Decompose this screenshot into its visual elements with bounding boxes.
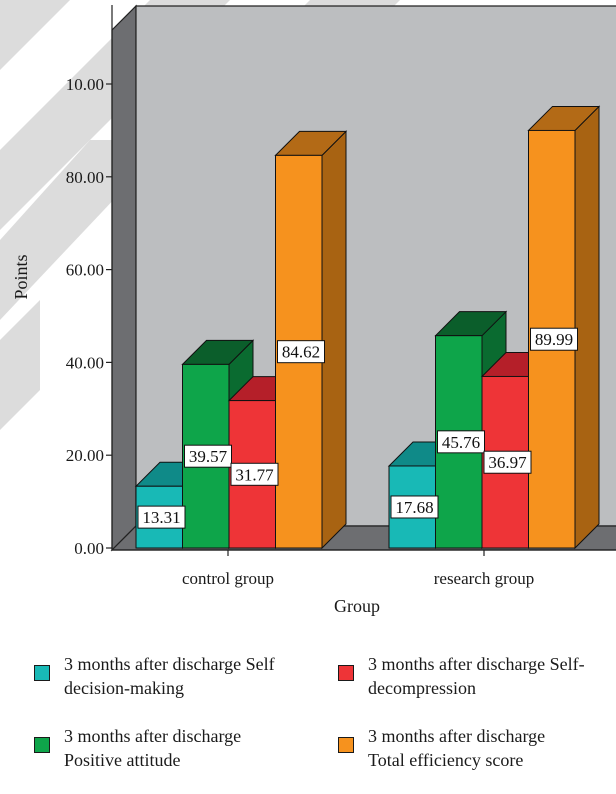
legend-swatch (338, 665, 354, 681)
data-label: 45.76 (437, 430, 485, 454)
data-label-box (437, 430, 485, 454)
legend-swatch (338, 737, 354, 753)
bar (274, 130, 348, 550)
bar-side-face (574, 105, 600, 550)
legend-item-self-decision-making: 3 months after discharge Self decision-m… (34, 652, 275, 700)
legend-label-line: decision-making (64, 678, 184, 698)
data-label-text: 39.57 (189, 447, 228, 466)
x-axis-title: Group (334, 596, 380, 616)
y-tick-label: 40.00 (66, 353, 104, 372)
data-label: 89.99 (530, 327, 578, 351)
data-label-box (137, 505, 186, 529)
data-label-text: 13.31 (142, 508, 180, 527)
data-label-text: 84.62 (282, 343, 320, 362)
data-label: 36.97 (483, 450, 532, 474)
y-axis-ticks: 0.00 20.00 40.00 60.00 80.00 10.00 (66, 75, 112, 558)
legend-label-line: decompression (368, 678, 476, 698)
legend-label-line: Total efficiency score (368, 750, 524, 770)
x-tick-label: control group (182, 569, 274, 588)
data-label: 17.68 (390, 495, 439, 519)
legend-swatch (34, 665, 50, 681)
data-label: 39.57 (184, 444, 232, 468)
legend-label-line: 3 months after discharge Self- (368, 654, 585, 674)
legend-label-line: 3 months after discharge (368, 726, 546, 746)
data-label-box (530, 327, 578, 351)
left-side-wall (111, 4, 137, 552)
bar-side-face (321, 130, 347, 550)
data-label-box (277, 340, 325, 364)
data-label-text: 17.68 (395, 498, 433, 517)
y-tick-label: 80.00 (66, 168, 104, 187)
data-label-text: 89.99 (535, 330, 573, 349)
y-tick-label: 20.00 (66, 446, 104, 465)
legend: 3 months after discharge Self decision-m… (0, 640, 616, 790)
data-label: 13.31 (137, 505, 186, 529)
data-label-text: 36.97 (488, 453, 527, 472)
legend-item-positive-attitude: 3 months after discharge Positive attitu… (34, 724, 241, 772)
legend-label-line: 3 months after discharge Self (64, 654, 275, 674)
data-label-text: 45.76 (442, 433, 480, 452)
x-tick-label: research group (434, 569, 535, 588)
y-tick-label: 60.00 (66, 261, 104, 280)
legend-label-line: Positive attitude (64, 750, 181, 770)
bar-chart-3d: 0.00 20.00 40.00 60.00 80.00 10.00 control gr… (0, 0, 616, 616)
y-axis-title: Points (11, 254, 31, 299)
legend-item-self-decompression: 3 months after discharge Self- decompres… (338, 652, 585, 700)
bar (527, 105, 601, 550)
y-tick-label: 0.00 (74, 539, 104, 558)
legend-item-total-efficiency-score: 3 months after discharge Total efficienc… (338, 724, 545, 772)
legend-swatch (34, 737, 50, 753)
data-label: 84.62 (277, 340, 325, 364)
legend-label-line: 3 months after discharge (64, 726, 242, 746)
data-label-box (230, 462, 279, 486)
x-axis-ticks: control group research group (182, 550, 534, 588)
data-label-box (184, 444, 232, 468)
data-label-text: 31.77 (235, 465, 274, 484)
bars: 13.31 17.68 39.57 45.76 31.77 36.97 84.62 89.99 (134, 105, 601, 550)
data-label-box (483, 450, 532, 474)
data-label-box (390, 495, 439, 519)
y-tick-label: 10.00 (66, 75, 104, 94)
data-label: 31.77 (230, 462, 279, 486)
